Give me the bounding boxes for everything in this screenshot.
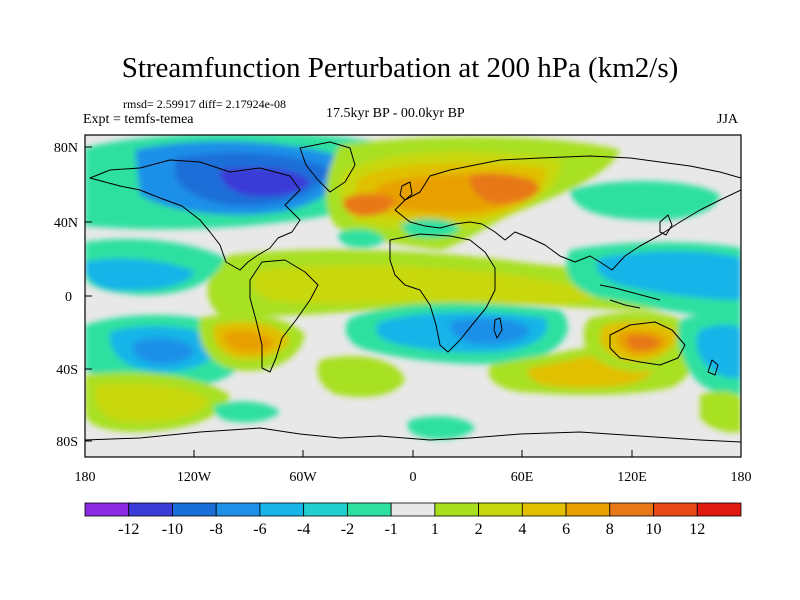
axis-ticks (84, 146, 742, 457)
lat-labels: 80N 40N 0 40S 80S (54, 141, 78, 450)
season-label: JJA (717, 112, 739, 127)
lon-label: 180 (731, 470, 752, 485)
lon-label: 120W (177, 470, 212, 485)
field-d1 (570, 180, 720, 221)
field-d1 (213, 401, 280, 423)
colorbar-label: -4 (297, 521, 310, 538)
colorbar-label: -1 (384, 521, 397, 538)
colorbar-swatch (609, 502, 654, 517)
coast-new-zealand (707, 359, 719, 376)
colorbar-swatch (565, 502, 611, 517)
colorbar-label: 10 (646, 521, 662, 538)
colorbar-label: 2 (475, 521, 483, 538)
colorbar-swatch (303, 502, 348, 517)
coast-british-isles (399, 181, 413, 201)
colorbar-label: -2 (341, 521, 354, 538)
field-d2 (85, 258, 195, 291)
coastlines (85, 141, 741, 443)
field-p2 (252, 265, 600, 306)
field-p5 (469, 173, 540, 205)
lon-label: 120E (617, 470, 647, 485)
colorbar-swatch (259, 502, 305, 517)
coast-japan (659, 214, 673, 236)
colorbar-label: 12 (689, 521, 705, 538)
field-d3 (133, 338, 195, 364)
field-p5 (343, 193, 395, 217)
colorbar-swatch (346, 502, 392, 517)
colorbar-swatch (434, 502, 480, 517)
lon-label: 60W (289, 470, 317, 485)
coast-australia (609, 321, 686, 366)
colorbar-label: 1 (431, 521, 439, 538)
coast-africa (389, 233, 496, 353)
map-title: Streamfunction Perturbation at 200 hPa (… (121, 52, 679, 84)
stats-label: rmsd= 2.59917 diff= 2.17924e-08 (123, 97, 286, 111)
coast-south-america (249, 259, 319, 373)
lat-label: 80N (54, 141, 78, 156)
coast-antarctica (85, 427, 741, 443)
colorbar-swatch (478, 502, 523, 517)
colorbar-swatch (390, 502, 436, 517)
colorbar-label: -12 (118, 521, 139, 538)
field-layer (85, 135, 741, 457)
colorbar-swatch (521, 502, 567, 517)
period-label: 17.5kyr BP - 00.0kyr BP (326, 106, 465, 121)
coast-eurasia (394, 155, 741, 271)
colorbar-swatch (696, 502, 742, 517)
colorbar-swatch (653, 502, 698, 517)
colorbar-swatch (84, 502, 130, 517)
field-p2 (94, 383, 210, 423)
colorbar-label: -10 (162, 521, 183, 538)
lon-label: 180 (75, 470, 96, 485)
field-d1 (407, 416, 475, 440)
field-d2 (696, 325, 741, 379)
colorbar-label: 4 (518, 521, 526, 538)
lon-labels: 180 120W 60W 0 60E 120E 180 (75, 470, 752, 485)
colorbar-swatch (128, 502, 173, 517)
field-p1 (700, 391, 741, 433)
colorbar-label: 8 (606, 521, 614, 538)
coast-indonesia (599, 284, 661, 309)
field-p1 (317, 356, 405, 398)
coast-madagascar (493, 317, 503, 339)
colorbar-label: 6 (562, 521, 570, 538)
colorbar-swatch (215, 502, 261, 517)
lat-label: 0 (65, 290, 72, 305)
field-p5 (626, 335, 660, 351)
field-d3 (449, 318, 530, 345)
lon-label: 0 (410, 470, 417, 485)
colorbar: -12 -10 -8 -6 -4 -2 -1 1 2 4 6 8 10 12 (84, 502, 742, 538)
lat-label: 40N (54, 216, 78, 231)
coast-north-america (89, 159, 301, 271)
field-d1 (338, 229, 385, 248)
lon-label: 60E (511, 470, 534, 485)
experiment-label: Expt = temfs-temea (83, 112, 194, 127)
colorbar-swatch (172, 502, 217, 517)
lat-label: 40S (56, 363, 78, 378)
field-d2 (596, 251, 741, 300)
coast-greenland (299, 141, 356, 193)
lat-label: 80S (56, 435, 78, 450)
colorbar-label: -6 (253, 521, 266, 538)
colorbar-label: -8 (210, 521, 223, 538)
